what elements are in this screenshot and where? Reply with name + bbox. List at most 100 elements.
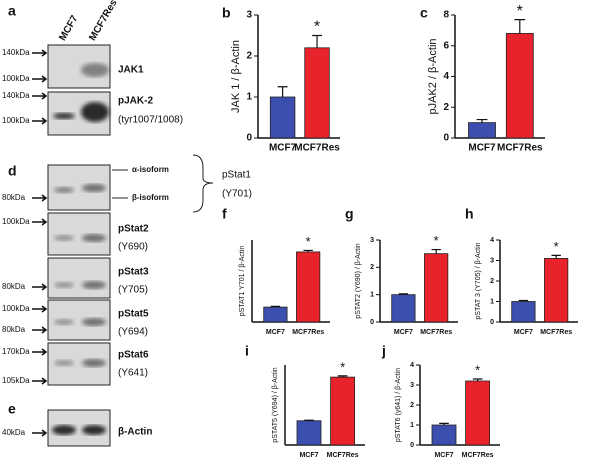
y-axis-label: pSTAT2 (Y690) / β-Actin [355, 243, 362, 318]
x-tick-label: MCF7Res [497, 143, 543, 154]
marker-label: 140kDa [2, 48, 30, 57]
bar [330, 376, 356, 446]
significance: * [306, 234, 311, 249]
y-tick-label: 0 [490, 319, 494, 326]
x-tick-label: MCF7Res [294, 143, 340, 154]
error-bar [439, 422, 449, 425]
y-tick-label: 2 [410, 402, 414, 409]
blot-label: JAK1 [118, 65, 144, 76]
error-bar [518, 299, 529, 302]
marker-arrow [32, 218, 48, 226]
error-bar [398, 293, 409, 295]
marker-label: 80kDa [2, 325, 26, 334]
marker-arrow [32, 75, 48, 83]
y-axis-label: pSTAT1 Y701 / β-Actin [239, 246, 246, 317]
error-bar [270, 305, 281, 308]
error-bar [551, 254, 561, 259]
y-tick-label: 2 [443, 102, 449, 113]
bar [296, 420, 322, 446]
column-label: MCF7 [57, 13, 80, 42]
band [53, 113, 75, 119]
marker-arrow [32, 348, 48, 356]
blot [47, 212, 111, 256]
y-tick-label: 2 [246, 51, 252, 62]
blot-label: β-isoform [132, 193, 169, 202]
bar [263, 306, 288, 323]
y-tick-label: 0 [410, 442, 414, 449]
x-tick-label: MCF7 [468, 143, 496, 154]
bar [505, 33, 534, 139]
marker-label: 140kDa [2, 91, 30, 100]
y-tick-label: 0 [246, 133, 252, 144]
blot-label: pJAK-2 [118, 96, 153, 107]
panel-label: h [465, 206, 474, 222]
marker-label: 100kDa [2, 304, 30, 313]
panel-label: e [8, 401, 16, 417]
significance: * [340, 359, 345, 374]
error-bar [337, 375, 348, 378]
bar [544, 258, 569, 323]
band [82, 359, 106, 367]
blot [47, 257, 111, 299]
significance: * [475, 362, 480, 377]
panel-label: i [245, 343, 249, 359]
x-tick-label: MCF7Res [540, 329, 572, 336]
x-tick-label: MCF7Res [327, 452, 359, 459]
x-tick-label: MCF7Res [420, 329, 452, 336]
x-tick-label: MCF7 [394, 329, 413, 336]
error-bar [312, 34, 322, 48]
panel-label: b [222, 5, 231, 21]
bar [468, 122, 496, 139]
panel-label: f [222, 206, 227, 222]
marker-label: 80kDa [2, 282, 26, 291]
marker-arrow [32, 49, 48, 57]
marker-label: 100kDa [2, 74, 30, 83]
panel-label: a [8, 3, 16, 19]
band [54, 187, 74, 193]
marker-arrow [32, 305, 48, 313]
blot-label: pStat5 [118, 309, 149, 320]
marker-arrow [32, 117, 48, 125]
y-axis-label: pSTAT6 (y641) / β-Actin [395, 368, 402, 442]
y-axis-label: pSTAT 3 (Y705) / β-Actin [475, 242, 482, 319]
error-bar [303, 249, 313, 252]
x-tick-label: MCF7 [514, 329, 533, 336]
band [82, 318, 106, 326]
bar [269, 96, 296, 139]
x-tick-label: MCF7 [269, 143, 297, 154]
bar [431, 424, 457, 446]
y-tick-label: 3 [490, 257, 494, 264]
y-tick-label: 3 [246, 10, 252, 21]
y-axis-label: JAK 1 / β-Actin [230, 40, 242, 113]
band [82, 425, 106, 435]
blot-label: α-isoform [132, 165, 169, 174]
error-bar [431, 248, 441, 254]
error-bar [476, 118, 488, 123]
x-tick-label: MCF7 [434, 452, 453, 459]
band [54, 360, 74, 366]
bar [465, 380, 491, 446]
isoform-line [112, 169, 128, 199]
significance: * [314, 19, 320, 36]
column-label: MCF7Res [87, 0, 120, 43]
bracket [192, 154, 214, 213]
panel-label: d [8, 163, 17, 179]
bar [304, 47, 330, 139]
bar [391, 294, 416, 323]
band [54, 319, 74, 325]
y-tick-label: 2 [370, 264, 374, 271]
blot-label: (Y705) [118, 285, 148, 296]
band [81, 63, 109, 77]
marker-arrow [32, 377, 48, 385]
marker-arrow [32, 283, 48, 291]
band [82, 234, 106, 242]
blot-label: pStat6 [118, 350, 149, 361]
blot-label: pStat1 [222, 170, 251, 181]
marker-label: 105kDa [2, 376, 30, 385]
x-tick-label: MCF7 [266, 329, 285, 336]
blot-label: pStat2 [118, 224, 149, 235]
y-tick-label: 0 [370, 319, 374, 326]
significance: * [554, 239, 559, 254]
y-tick-label: 6 [443, 40, 449, 51]
